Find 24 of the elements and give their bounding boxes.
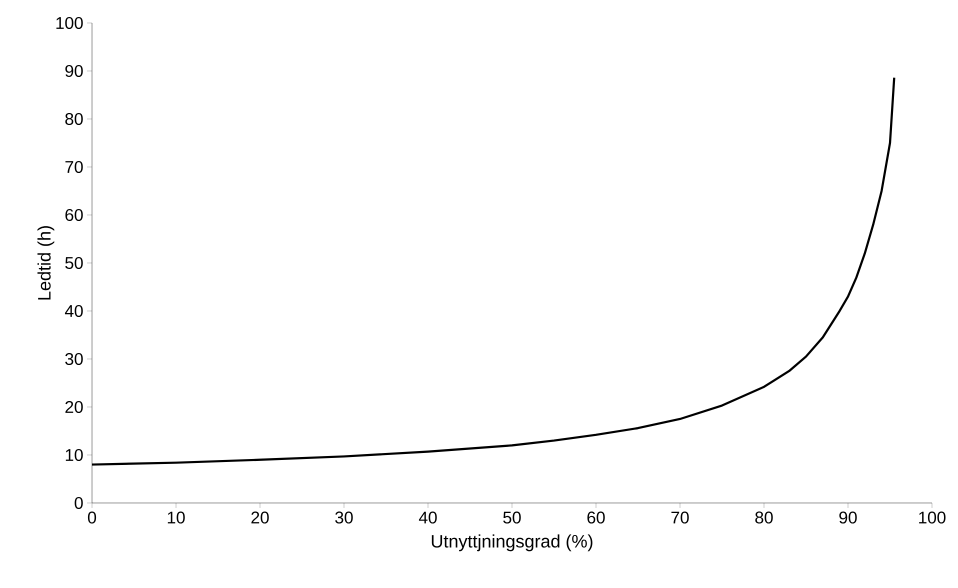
y-tick-label: 30 <box>65 352 83 366</box>
x-tick-label: 60 <box>587 512 605 524</box>
x-tick-label: 90 <box>839 512 857 524</box>
x-tick-label: 0 <box>88 512 96 524</box>
x-tick-label: 50 <box>503 512 521 524</box>
y-axis-title: Ledtid (h) <box>37 226 54 300</box>
y-tick-label: 60 <box>65 208 83 222</box>
y-tick-label: 100 <box>56 16 83 30</box>
x-tick-label: 30 <box>335 512 353 524</box>
x-tick-label: 10 <box>168 512 185 524</box>
y-tick-label: 40 <box>64 304 83 318</box>
y-tick-label: 50 <box>65 256 83 270</box>
x-tick-label: 40 <box>418 512 437 524</box>
y-tick-label: 80 <box>65 112 83 126</box>
y-tick-label: 0 <box>74 496 83 510</box>
y-tick-label: 70 <box>65 160 83 174</box>
x-tick-label: 70 <box>671 512 689 524</box>
x-tick-label: 20 <box>251 512 269 524</box>
y-tick-label: 20 <box>65 400 83 414</box>
x-tick-label: 100 <box>919 512 946 524</box>
x-axis-title: Utnyttjningsgrad (%) <box>432 534 592 552</box>
y-tick-label: 10 <box>66 448 83 462</box>
y-tick-label: 90 <box>65 64 83 78</box>
x-tick-label: 80 <box>755 512 773 524</box>
